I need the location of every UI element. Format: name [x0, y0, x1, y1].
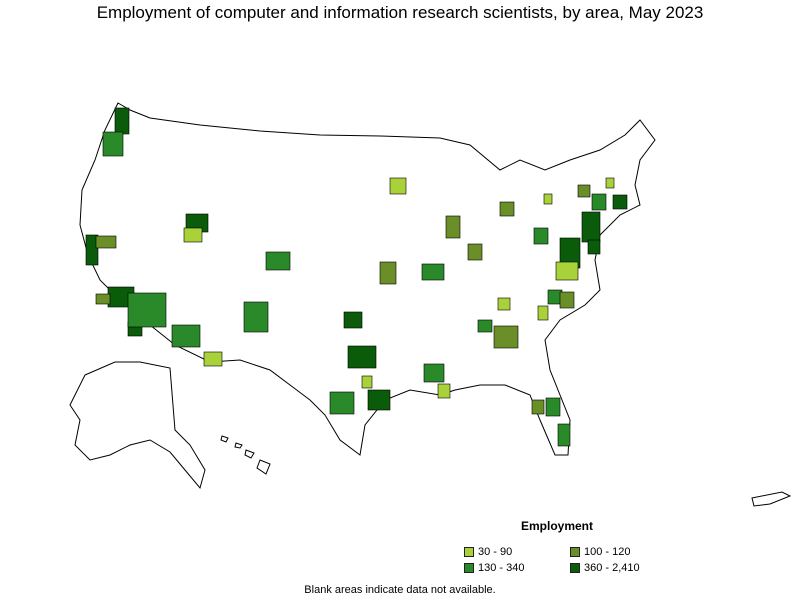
area-albuquerque: [243, 301, 269, 333]
data-availability-note: Blank areas indicate data not available.: [304, 584, 496, 596]
area-pittsburgh: [533, 227, 549, 245]
area-gainesville: [531, 399, 545, 415]
area-new-orleans: [423, 363, 445, 383]
legend-swatch-30-90: [464, 547, 474, 557]
contiguous-us-outline: [79, 102, 656, 456]
area-sacramento: [95, 235, 117, 249]
area-atlanta: [477, 319, 493, 333]
area-tulsa: [343, 311, 363, 329]
puerto-rico-outline: [751, 491, 792, 507]
area-mobile: [437, 383, 451, 399]
area-ventura: [95, 293, 111, 305]
area-houston: [367, 389, 391, 411]
area-dallas: [347, 345, 377, 369]
legend-title: Employment: [521, 519, 594, 533]
area-tucson: [171, 324, 201, 348]
area-wichita: [379, 261, 397, 285]
area-greenville: [537, 305, 549, 321]
area-austin: [329, 391, 355, 415]
area-portland: [102, 131, 124, 157]
area-minneapolis: [389, 177, 407, 195]
legend-label-100-120: 100 - 120: [584, 546, 631, 558]
area-portland-me: [605, 177, 615, 189]
area-provo: [183, 227, 203, 243]
alaska-outline: [69, 361, 206, 490]
area-boston: [612, 194, 628, 210]
area-syracuse: [577, 184, 591, 198]
area-kansas-city: [421, 263, 445, 281]
legend-swatch-360-2410: [570, 563, 580, 573]
area-columbus: [499, 201, 515, 217]
area-knoxville: [497, 297, 511, 311]
legend-label-130-340: 130 - 340: [478, 562, 525, 574]
map-title: Employment of computer and information r…: [96, 3, 704, 22]
area-denver: [265, 251, 291, 271]
area-shading: [85, 107, 628, 447]
legend-label-30-90: 30 - 90: [478, 546, 513, 558]
map-legend: Employment 30 - 90 100 - 120 130 - 340 3…: [462, 518, 702, 578]
area-phoenix: [127, 292, 167, 328]
area-tampa: [545, 397, 561, 417]
legend-item-30-90: 30 - 90: [464, 546, 512, 558]
area-huntsville: [493, 325, 519, 349]
area-charlottesville: [555, 261, 579, 281]
area-miami: [557, 423, 571, 447]
area-ithaca: [543, 193, 553, 205]
area-chicago-south: [445, 215, 461, 239]
legend-item-100-120: 100 - 120: [570, 546, 630, 558]
area-seattle: [114, 107, 130, 135]
area-san-francisco: [85, 234, 99, 266]
legend-item-360-2410: 360 - 2,410: [570, 562, 640, 574]
area-richmond: [559, 291, 575, 309]
area-nyc: [581, 211, 601, 243]
hawaii-outline: [220, 435, 271, 475]
area-las-cruces: [203, 351, 223, 367]
area-indianapolis: [467, 243, 483, 261]
area-albany: [591, 193, 607, 211]
legend-item-130-340: 130 - 340: [464, 562, 524, 574]
legend-label-360-2410: 360 - 2,410: [584, 562, 640, 574]
legend-swatch-130-340: [464, 563, 474, 573]
area-shreveport: [361, 375, 373, 389]
area-philadelphia: [587, 239, 601, 255]
legend-swatch-100-120: [570, 547, 580, 557]
